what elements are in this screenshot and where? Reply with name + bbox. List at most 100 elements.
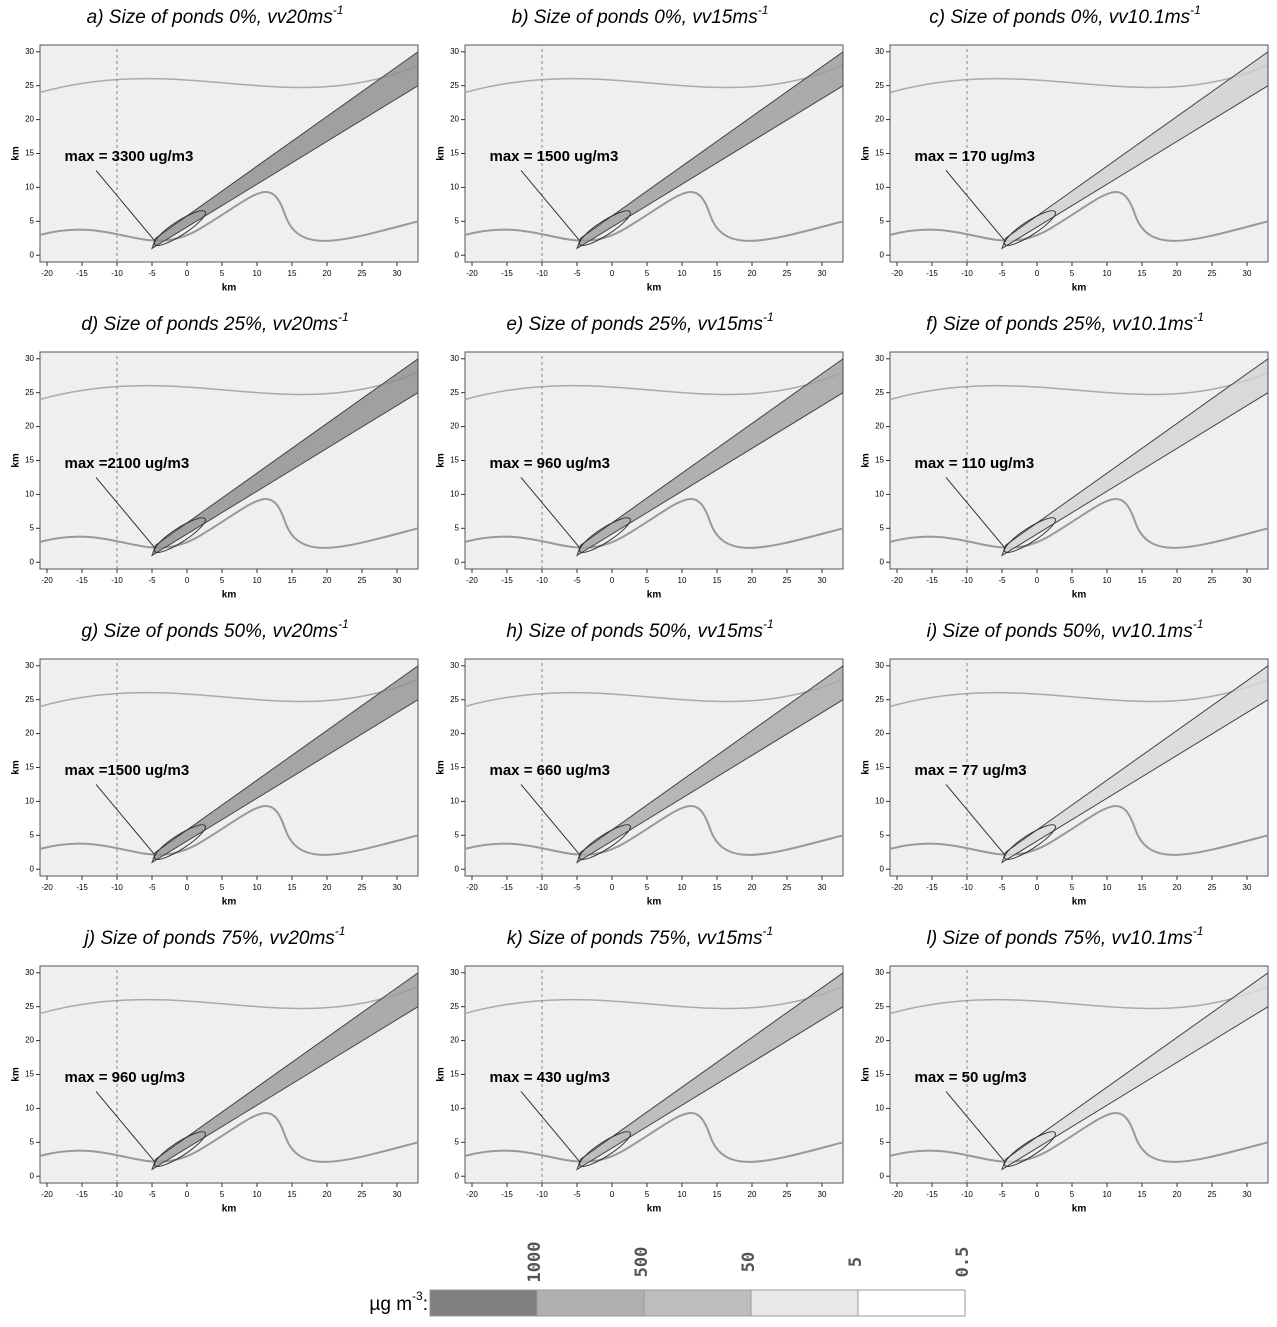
x-tick-label: 25 [783,1190,792,1199]
y-axis-label: km [11,453,22,468]
legend-level: 500 [632,1247,652,1278]
river [39,498,419,549]
y-tick-label: 10 [875,183,884,192]
road [464,371,844,401]
y-tick-label: 25 [25,81,34,90]
y-tick-label: 30 [450,968,459,977]
y-tick-label: 15 [450,763,459,772]
legend-unit: µg m-3: [369,1289,428,1315]
x-tick-label: 30 [818,1190,827,1199]
x-tick-label: -15 [501,269,513,278]
pointer [95,1091,156,1163]
title-sup: -1 [763,617,774,631]
panel-title: a) Size of ponds 0%, vv20ms-1 [87,3,344,28]
x-tick-label: 20 [1173,269,1182,278]
x-tick-label: -15 [501,576,513,585]
x-tick-label: -20 [466,576,478,585]
x-tick-label: -10 [536,1190,548,1199]
y-tick-label: 10 [450,490,459,499]
y-tick-label: 15 [875,763,884,772]
x-axis-label: km [1072,1204,1087,1215]
y-tick-label: 20 [875,422,884,431]
y-tick-label: 0 [30,864,35,873]
x-tick-label: 25 [358,1190,367,1199]
panel-title: k) Size of ponds 75%, vv15ms-1 [507,924,773,949]
y-tick-label: 15 [450,149,459,158]
x-tick-label: -15 [926,1190,938,1199]
x-tick-label: 30 [393,1190,402,1199]
title-sup: -1 [763,310,774,324]
x-tick-label: 15 [1138,576,1147,585]
x-axis-label: km [222,1204,237,1215]
max-label: max =1500 ug/m3 [65,762,190,779]
max-label: max = 50 ug/m3 [915,1069,1027,1086]
y-tick-label: 20 [875,1036,884,1045]
legend-level: 1000 [525,1242,545,1283]
plume-core [154,210,206,246]
x-tick-label: -5 [998,269,1006,278]
legend-swatch [750,1289,859,1317]
max-label: max = 430 ug/m3 [490,1069,610,1086]
x-tick-label: 25 [358,576,367,585]
title-sup: -1 [1193,924,1204,938]
pointer [520,477,581,549]
y-tick-label: 10 [450,183,459,192]
y-tick-label: 15 [875,1070,884,1079]
y-tick-label: 0 [455,557,460,566]
legend-level: 0.5 [953,1247,973,1278]
y-tick-label: 25 [450,695,459,704]
x-tick-label: -15 [926,576,938,585]
pointer [95,477,156,549]
x-tick-label: -5 [148,576,156,585]
river [464,191,844,242]
road [464,985,844,1015]
y-tick-label: 20 [875,729,884,738]
x-tick-label: 25 [783,883,792,892]
title-sup: -1 [335,924,346,938]
river [39,1112,419,1163]
x-tick-label: -10 [536,269,548,278]
x-tick-label: 30 [1243,576,1252,585]
y-tick-label: 0 [455,250,460,259]
x-tick-label: 0 [1035,576,1040,585]
title-text: f) Size of ponds 25%, vv10.1ms [926,314,1194,335]
y-tick-label: 25 [450,388,459,397]
x-tick-label: 15 [288,269,297,278]
x-tick-label: 10 [253,883,262,892]
max-label: max = 170 ug/m3 [915,148,1035,165]
y-tick-label: 5 [880,216,885,225]
title-sup: -1 [338,310,349,324]
x-tick-label: 10 [678,1190,687,1199]
plume-core [579,210,631,246]
y-tick-label: 10 [25,1104,34,1113]
x-tick-label: 25 [783,269,792,278]
x-tick-label: -20 [891,1190,903,1199]
pointer [520,784,581,856]
plume [151,664,419,864]
plume-core [579,824,631,860]
x-tick-label: 30 [818,883,827,892]
y-tick-label: 20 [450,422,459,431]
y-tick-label: 0 [880,557,885,566]
x-tick-label: -5 [148,269,156,278]
x-tick-label: 25 [358,883,367,892]
y-tick-label: 5 [455,523,460,532]
y-tick-label: 25 [25,695,34,704]
y-tick-label: 15 [875,149,884,158]
y-axis-label: km [11,1067,22,1082]
legend-swatch [643,1289,752,1317]
x-tick-label: 30 [1243,1190,1252,1199]
x-tick-label: 5 [1070,576,1075,585]
x-tick-label: -20 [41,1190,53,1199]
plume [151,357,419,557]
panel-title: e) Size of ponds 25%, vv15ms-1 [506,310,773,335]
title-sup: -1 [758,3,769,17]
x-tick-label: -10 [536,883,548,892]
x-tick-label: 0 [185,1190,190,1199]
y-tick-label: 20 [25,115,34,124]
x-tick-label: 0 [1035,1190,1040,1199]
panel-title: d) Size of ponds 25%, vv20ms-1 [81,310,348,335]
river [889,805,1269,856]
road [889,64,1269,94]
x-tick-label: 20 [323,576,332,585]
